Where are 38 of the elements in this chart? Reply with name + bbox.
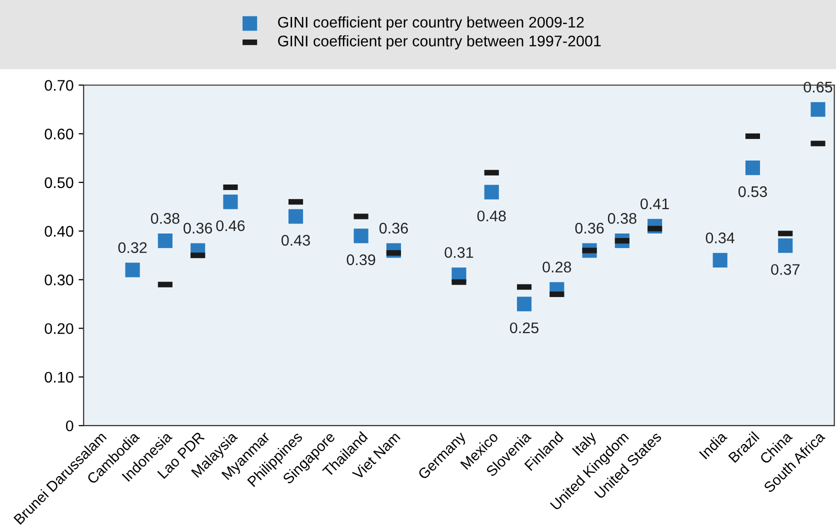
data-label: 0.31 bbox=[444, 247, 474, 258]
data-label: 0.48 bbox=[477, 210, 506, 222]
data-label: 0.38 bbox=[150, 213, 180, 224]
point bbox=[484, 184, 499, 200]
point bbox=[354, 228, 368, 244]
data-label: 0.41 bbox=[640, 198, 669, 210]
legend-label: GINI coefficient per country between 2009-12 bbox=[278, 16, 584, 31]
data-label: 0.25 bbox=[510, 322, 538, 334]
point bbox=[810, 102, 826, 117]
point bbox=[223, 194, 238, 210]
y-tick-label: 0.10 bbox=[44, 372, 74, 383]
point bbox=[288, 209, 304, 224]
data-label: 0.36 bbox=[379, 222, 408, 234]
y-tick-label: 0.70 bbox=[44, 80, 74, 91]
y-tick-label: 0 bbox=[66, 420, 74, 432]
point bbox=[158, 233, 172, 248]
data-label: 0.34 bbox=[706, 232, 735, 244]
y-tick-label: 0.30 bbox=[44, 274, 74, 286]
data-label: 0.53 bbox=[738, 186, 767, 198]
data-label: 0.36 bbox=[575, 222, 604, 234]
point bbox=[516, 296, 532, 312]
y-tick-label: 0.50 bbox=[44, 177, 74, 188]
data-label: 0.28 bbox=[542, 262, 572, 272]
data-label: 0.32 bbox=[118, 242, 147, 254]
legend-label: GINI coefficient per country between 1997-2001 bbox=[278, 35, 601, 50]
data-label: 0.38 bbox=[608, 213, 636, 224]
point bbox=[125, 262, 140, 278]
y-tick-label: 0.60 bbox=[44, 128, 74, 140]
point bbox=[712, 252, 728, 268]
y-tick-label: 0.40 bbox=[44, 226, 74, 237]
data-label: 0.43 bbox=[281, 234, 310, 246]
point bbox=[745, 160, 760, 176]
data-label: 0.36 bbox=[184, 222, 212, 234]
data-label: 0.37 bbox=[771, 264, 800, 275]
data-label: 0.46 bbox=[216, 220, 245, 232]
data-label: 0.39 bbox=[346, 254, 376, 266]
y-tick-label: 0.20 bbox=[44, 323, 74, 334]
point bbox=[778, 238, 793, 253]
